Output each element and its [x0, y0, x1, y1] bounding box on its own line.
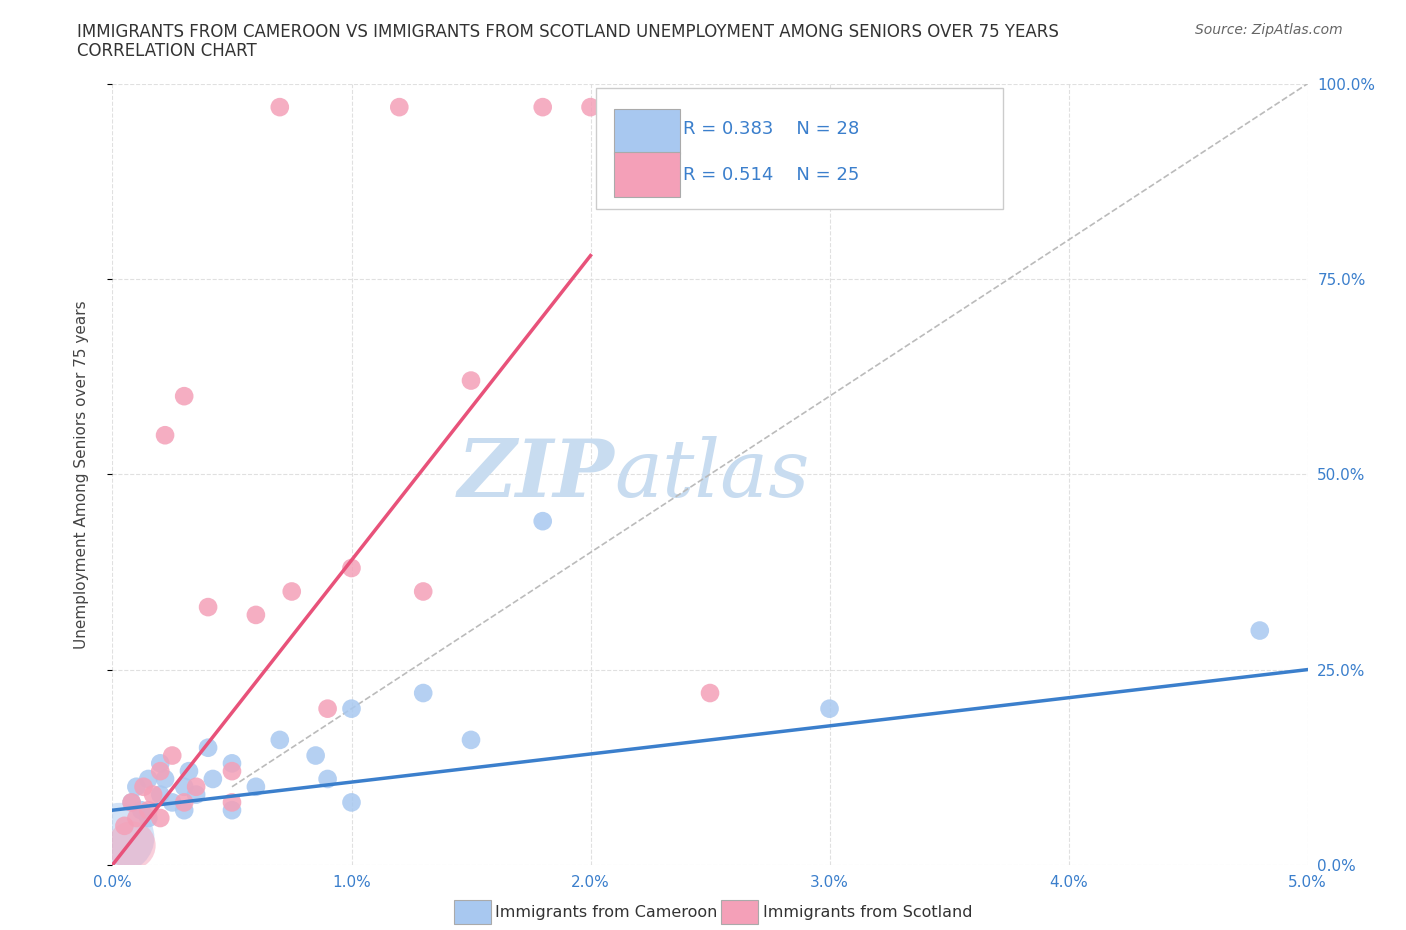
Point	[173, 795, 195, 810]
Point	[316, 701, 339, 716]
Point	[1249, 623, 1271, 638]
Point	[531, 100, 554, 114]
Text: Immigrants from Cameroon: Immigrants from Cameroon	[495, 905, 717, 920]
Point	[531, 513, 554, 528]
FancyBboxPatch shape	[596, 87, 1002, 208]
Point	[412, 584, 434, 599]
Point	[305, 748, 328, 763]
Point	[173, 389, 195, 404]
Point	[221, 756, 243, 771]
Point	[340, 795, 363, 810]
Point	[186, 779, 208, 794]
Point	[153, 772, 176, 787]
Point	[149, 756, 172, 771]
Point	[108, 830, 131, 845]
Point	[153, 428, 176, 443]
Point	[173, 803, 195, 817]
Point	[699, 685, 721, 700]
Point	[245, 779, 267, 794]
Text: ZIP: ZIP	[457, 435, 614, 513]
Point	[114, 818, 135, 833]
Point	[221, 803, 243, 817]
Y-axis label: Unemployment Among Seniors over 75 years: Unemployment Among Seniors over 75 years	[75, 300, 89, 648]
Point	[197, 740, 219, 755]
Point	[818, 701, 841, 716]
Point	[388, 100, 411, 114]
Point	[245, 607, 267, 622]
Point	[221, 764, 243, 778]
Point	[460, 373, 482, 388]
Point	[132, 779, 155, 794]
Text: R = 0.383    N = 28: R = 0.383 N = 28	[682, 120, 859, 138]
Point	[138, 811, 160, 826]
Point	[579, 100, 602, 114]
Point	[269, 733, 291, 748]
Text: CORRELATION CHART: CORRELATION CHART	[77, 42, 257, 60]
Text: Immigrants from Scotland: Immigrants from Scotland	[763, 905, 973, 920]
Point	[197, 600, 219, 615]
Point	[121, 795, 143, 810]
Text: Source: ZipAtlas.com: Source: ZipAtlas.com	[1195, 23, 1343, 37]
Point	[162, 795, 183, 810]
Point	[125, 811, 148, 826]
Point	[221, 795, 243, 810]
Text: IMMIGRANTS FROM CAMEROON VS IMMIGRANTS FROM SCOTLAND UNEMPLOYMENT AMONG SENIORS : IMMIGRANTS FROM CAMEROON VS IMMIGRANTS F…	[77, 23, 1059, 41]
Text: R = 0.514    N = 25: R = 0.514 N = 25	[682, 166, 859, 184]
Point	[149, 787, 172, 802]
Point	[269, 100, 291, 114]
Point	[149, 811, 172, 826]
Point	[281, 584, 304, 599]
Point	[340, 701, 363, 716]
Point	[412, 685, 434, 700]
Point	[177, 764, 200, 778]
Point	[129, 803, 152, 817]
Point	[186, 787, 208, 802]
Point	[138, 803, 160, 817]
Point	[201, 772, 224, 787]
Point	[316, 772, 339, 787]
FancyBboxPatch shape	[614, 109, 681, 154]
Point	[125, 779, 148, 794]
Point	[121, 795, 143, 810]
Point	[121, 838, 143, 853]
Point	[340, 561, 363, 576]
Point	[142, 787, 165, 802]
Point	[149, 764, 172, 778]
FancyBboxPatch shape	[614, 152, 681, 197]
Text: atlas: atlas	[614, 435, 810, 513]
Point	[460, 733, 482, 748]
Point	[173, 779, 195, 794]
Point	[162, 748, 183, 763]
Point	[138, 772, 160, 787]
